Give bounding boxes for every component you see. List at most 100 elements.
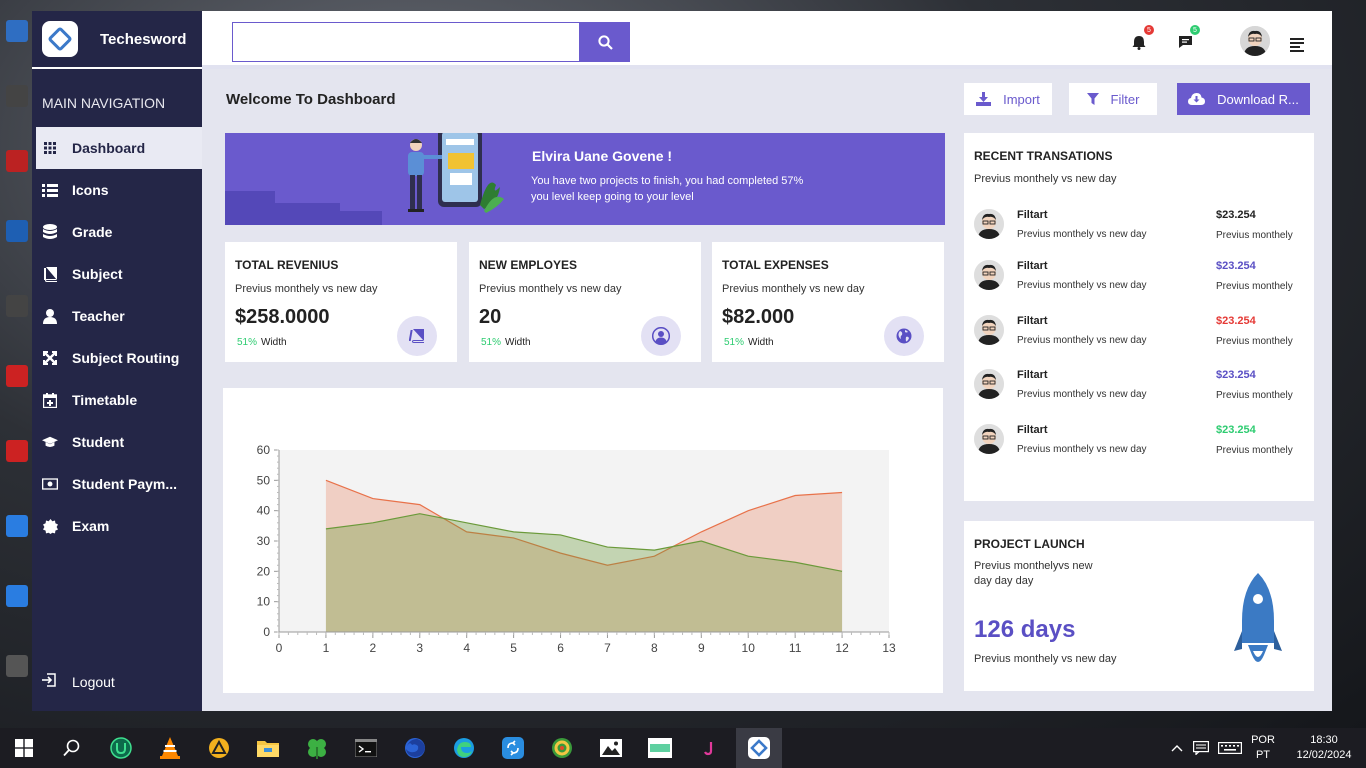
desktop-icon[interactable] bbox=[6, 295, 34, 319]
desktop-icon[interactable] bbox=[6, 85, 34, 109]
taskbar-app-b4a[interactable] bbox=[648, 736, 672, 760]
taskbar-app-j[interactable] bbox=[697, 736, 721, 760]
sidebar-item-timetable[interactable]: Timetable bbox=[32, 379, 202, 421]
list-item[interactable]: Filtart Previus monthely vs new day $23.… bbox=[974, 369, 1304, 409]
sidebar-item-label: Grade bbox=[72, 224, 113, 240]
list-item[interactable]: Filtart Previus monthely vs new day $23.… bbox=[974, 315, 1304, 355]
dashboard-window: Techesword MAIN NAVIGATION Dashboard Ico… bbox=[32, 11, 1332, 711]
desktop-icon[interactable] bbox=[6, 365, 34, 389]
sidebar-item-student-payments[interactable]: Student Paym... bbox=[32, 463, 202, 505]
recent-transactions-card: RECENT TRANSATIONS Previus monthely vs n… bbox=[964, 133, 1314, 501]
taskbar-app-u[interactable] bbox=[109, 736, 133, 760]
list-item[interactable]: Filtart Previus monthely vs new day $23.… bbox=[974, 424, 1304, 464]
taskbar-app-clover[interactable] bbox=[305, 736, 329, 760]
taskbar-app-triangle[interactable] bbox=[207, 736, 231, 760]
taskbar-sync-app[interactable] bbox=[501, 736, 525, 760]
x-tick-label: 3 bbox=[416, 641, 423, 655]
filter-button[interactable]: Filter bbox=[1069, 83, 1157, 115]
sidebar-item-icons[interactable]: Icons bbox=[32, 169, 202, 211]
import-button[interactable]: Import bbox=[964, 83, 1052, 115]
taskbar-app-vlc[interactable] bbox=[158, 736, 182, 760]
sidebar-item-label: Exam bbox=[72, 518, 110, 534]
transaction-description: Previus monthely vs new day bbox=[1017, 389, 1147, 400]
x-tick-label: 12 bbox=[835, 641, 849, 655]
start-button[interactable] bbox=[12, 736, 36, 760]
avatar bbox=[974, 315, 1004, 345]
image-icon bbox=[600, 739, 622, 757]
clock[interactable]: 18:30 12/02/2024 bbox=[1286, 733, 1362, 763]
transaction-description: Previus monthely vs new day bbox=[1017, 280, 1147, 291]
taskbar-terminal[interactable] bbox=[354, 736, 378, 760]
user-avatar[interactable] bbox=[1240, 26, 1270, 56]
transaction-amount: $23.254 bbox=[1216, 260, 1256, 272]
sidebar-item-exam[interactable]: Exam bbox=[32, 505, 202, 547]
stat-value: $82.000 bbox=[722, 306, 795, 328]
stat-title: NEW EMPLOYES bbox=[479, 258, 578, 272]
banner-message: You have two projects to finish, you had… bbox=[531, 175, 804, 203]
sidebar-item-grade[interactable]: Grade bbox=[32, 211, 202, 253]
taskbar-file-explorer[interactable] bbox=[256, 736, 280, 760]
brand[interactable]: Techesword bbox=[32, 11, 202, 69]
sidebar: Techesword MAIN NAVIGATION Dashboard Ico… bbox=[32, 11, 202, 711]
desktop-icon[interactable] bbox=[6, 20, 34, 44]
transaction-amount-note: Previus monthely bbox=[1216, 281, 1293, 292]
stat-value: $258.0000 bbox=[235, 306, 330, 328]
transaction-amount-note: Previus monthely bbox=[1216, 390, 1293, 401]
globe-icon bbox=[884, 316, 924, 356]
list-icon bbox=[42, 182, 58, 198]
filter-icon bbox=[1086, 93, 1099, 105]
taskbar-edge[interactable] bbox=[452, 736, 476, 760]
tray-keyboard-icon[interactable] bbox=[1217, 736, 1243, 760]
days-counter: 126 days bbox=[974, 616, 1076, 643]
list-item[interactable]: Filtart Previus monthely vs new day $23.… bbox=[974, 209, 1304, 249]
search-button[interactable] bbox=[580, 22, 630, 62]
x-tick-label: 11 bbox=[789, 641, 802, 655]
transaction-amount: $23.254 bbox=[1216, 209, 1256, 221]
techesword-app-icon bbox=[748, 737, 770, 759]
database-icon bbox=[42, 224, 58, 240]
sidebar-item-teacher[interactable]: Teacher bbox=[32, 295, 202, 337]
desktop-icon[interactable] bbox=[6, 220, 34, 244]
transaction-amount-note: Previus monthely bbox=[1216, 336, 1293, 347]
desktop-icon[interactable] bbox=[6, 585, 34, 609]
desktop-icon[interactable] bbox=[6, 655, 34, 679]
spiral-app-icon bbox=[552, 738, 572, 758]
tray-notes-icon[interactable] bbox=[1191, 736, 1211, 760]
y-tick-label: 30 bbox=[257, 534, 271, 548]
list-item[interactable]: Filtart Previus monthely vs new day $23.… bbox=[974, 260, 1304, 300]
menu-toggle-button[interactable] bbox=[1290, 38, 1304, 54]
taskbar-firefox[interactable] bbox=[403, 736, 427, 760]
series-area-2 bbox=[325, 513, 843, 632]
sidebar-item-subject[interactable]: Subject bbox=[32, 253, 202, 295]
sidebar-item-student[interactable]: Student bbox=[32, 421, 202, 463]
sidebar-item-dashboard[interactable]: Dashboard bbox=[36, 127, 202, 169]
logout-button[interactable]: Logout bbox=[42, 673, 115, 690]
y-tick-label: 40 bbox=[257, 504, 271, 518]
stat-title: TOTAL REVENIUS bbox=[235, 258, 339, 272]
desktop-icon[interactable] bbox=[6, 150, 34, 174]
desktop-icon[interactable] bbox=[6, 440, 34, 464]
download-tray-icon bbox=[976, 92, 992, 106]
taskbar-app-spiral[interactable] bbox=[550, 736, 574, 760]
app-u-icon bbox=[110, 737, 132, 759]
x-tick-label: 7 bbox=[604, 641, 611, 655]
import-label: Import bbox=[1003, 91, 1040, 107]
desktop-icon[interactable] bbox=[6, 515, 34, 539]
taskbar-photos[interactable] bbox=[599, 736, 623, 760]
taskbar-techesword-app[interactable] bbox=[747, 736, 771, 760]
series-line-2 bbox=[325, 513, 843, 572]
tray-chevron-up-icon[interactable] bbox=[1167, 736, 1187, 760]
notifications-button[interactable]: 5 bbox=[1132, 25, 1154, 51]
download-report-button[interactable]: Download R... bbox=[1177, 83, 1310, 115]
taskbar-search-button[interactable] bbox=[60, 736, 84, 760]
input-language-indicator[interactable]: POR PT bbox=[1248, 733, 1278, 763]
x-tick-label: 6 bbox=[557, 641, 564, 655]
sidebar-item-label: Subject Routing bbox=[72, 350, 180, 366]
clock-time: 18:30 bbox=[1310, 734, 1338, 746]
stat-value: 20 bbox=[479, 306, 502, 328]
messages-button[interactable]: 5 bbox=[1178, 25, 1200, 51]
sidebar-item-subject-routing[interactable]: Subject Routing bbox=[32, 337, 202, 379]
notifications-badge: 5 bbox=[1144, 25, 1154, 35]
transaction-amount: $23.254 bbox=[1216, 369, 1256, 381]
search-input[interactable] bbox=[233, 23, 579, 61]
